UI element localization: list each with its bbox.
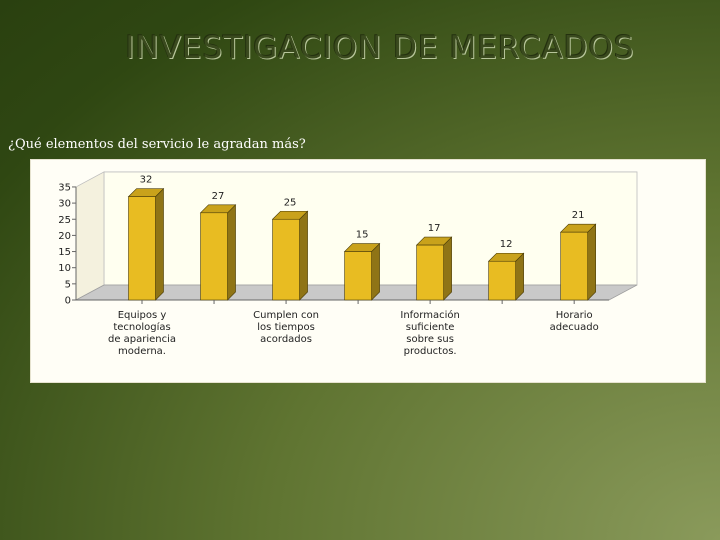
bar — [488, 260, 516, 301]
y-tick-label: 10 — [58, 263, 71, 274]
survey-question: ¿Qué elementos del servicio le agradan m… — [8, 137, 306, 152]
bar-side — [587, 223, 596, 301]
bar-side — [371, 242, 380, 301]
bar-value-label: 25 — [284, 197, 297, 208]
y-tick-label: 0 — [65, 296, 71, 307]
bar-value-label: 32 — [140, 175, 153, 186]
bar-side — [299, 210, 308, 301]
bar — [344, 251, 372, 301]
bar-side — [155, 187, 164, 301]
bar-value-label: 17 — [428, 223, 441, 234]
bar-value-label: 27 — [212, 191, 225, 202]
bar-group — [487, 252, 525, 301]
slide-title: INVESTIGACION DE MERCADOS — [125, 30, 635, 66]
bar-group — [127, 187, 165, 301]
y-tick-label: 35 — [58, 182, 71, 193]
bar — [128, 196, 156, 301]
bar — [560, 231, 588, 301]
category-label: Información suficiente sobre sus productos. — [400, 309, 459, 357]
y-tick-label: 15 — [58, 247, 71, 258]
bar — [416, 244, 444, 301]
bar — [272, 218, 300, 301]
category-label: Horario adecuado — [550, 310, 599, 333]
bar-group — [415, 236, 453, 301]
bar-value-label: 21 — [572, 210, 585, 221]
bar-value-label: 12 — [500, 239, 513, 250]
bar — [200, 212, 228, 301]
bar-side — [227, 204, 236, 301]
chart-container: 0 5 10 15 20 25 30 35 32 Equipos y tecnologías de a… — [30, 159, 706, 383]
chart-side-wall — [75, 171, 105, 301]
bar-group — [271, 210, 309, 301]
y-tick-label: 25 — [58, 215, 71, 226]
y-tick-label: 5 — [65, 279, 71, 290]
bar-group — [343, 242, 381, 301]
y-tick-label: 30 — [58, 199, 71, 210]
category-label: Equipos y tecnologías de apariencia moderna… — [108, 310, 176, 357]
category-label: Cumplen con los tiempos acordados — [253, 310, 319, 345]
bar-value-label: 15 — [356, 230, 369, 241]
bar-group — [199, 204, 237, 301]
bar-chart: 0 5 10 15 20 25 30 35 32 Equipos y tecnologías de a… — [58, 171, 638, 357]
bar-group — [559, 223, 597, 301]
y-tick-label: 20 — [58, 231, 71, 242]
bar-side — [443, 236, 452, 301]
